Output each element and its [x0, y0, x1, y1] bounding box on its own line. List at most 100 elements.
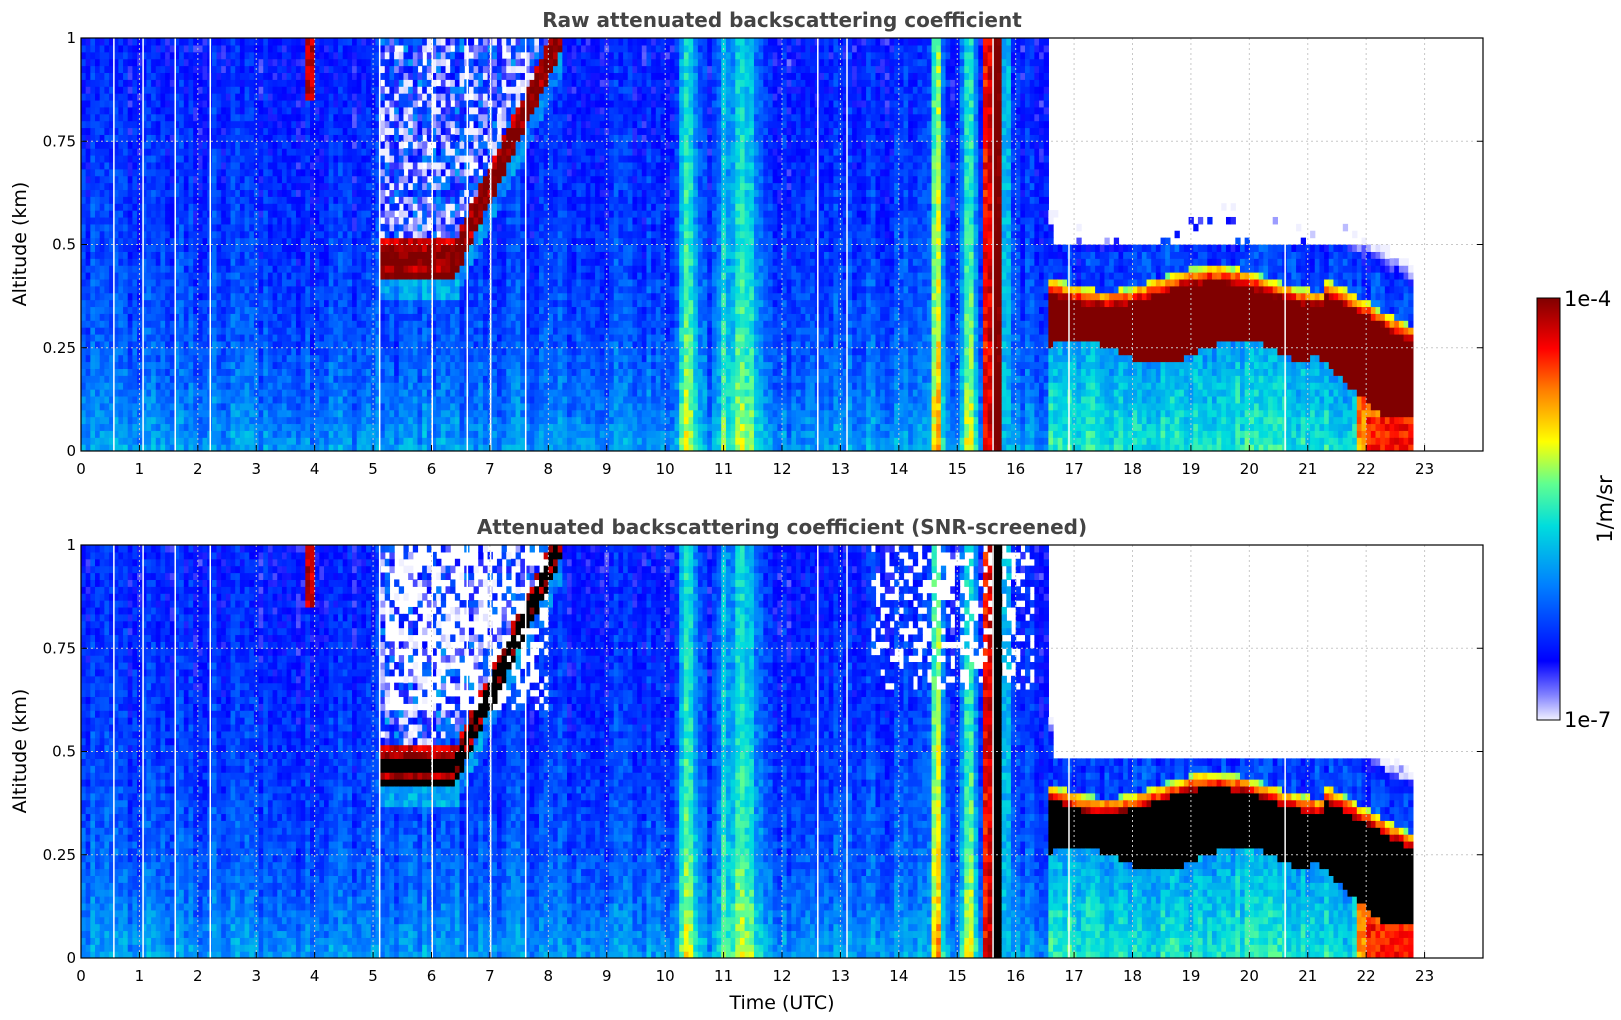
heatmap-cell — [403, 423, 409, 431]
heatmap-cell — [225, 113, 232, 122]
heatmap-cell — [277, 93, 283, 101]
heatmap-cell — [169, 409, 176, 418]
heatmap-cell — [85, 141, 91, 149]
heatmap-cell — [295, 99, 302, 108]
heatmap-cell — [244, 65, 250, 74]
heatmap-cell — [436, 189, 442, 197]
heatmap-cell — [468, 258, 475, 266]
heatmap-cell — [132, 320, 138, 328]
heatmap-cell — [165, 320, 171, 328]
heatmap-cell — [468, 416, 475, 425]
heatmap-cell — [221, 182, 227, 191]
heatmap-cell — [225, 265, 232, 273]
heatmap-cell — [300, 99, 306, 108]
panel-raw: Raw attenuated backscattering coefficien… — [9, 8, 1484, 478]
heatmap-cell — [450, 285, 456, 294]
heatmap-cell — [155, 182, 162, 191]
heatmap-cell — [272, 368, 278, 376]
heatmap-cell — [85, 409, 91, 418]
heatmap-cell — [197, 175, 204, 184]
heatmap-cell — [239, 333, 246, 342]
heatmap-cell — [384, 93, 391, 101]
heatmap-cell — [263, 127, 269, 135]
heatmap-cell — [394, 148, 400, 156]
heatmap-cell — [216, 389, 222, 397]
heatmap-cell — [309, 327, 316, 335]
heatmap-cell — [333, 161, 339, 170]
heatmap-cell — [230, 340, 236, 349]
heatmap-cell — [450, 430, 456, 438]
heatmap-cell — [281, 237, 288, 246]
heatmap-cell — [403, 375, 409, 383]
heatmap-cell — [141, 368, 148, 376]
heatmap-cell — [333, 93, 339, 101]
heatmap-cell — [445, 155, 451, 163]
heatmap-cell — [221, 347, 227, 356]
heatmap-cell — [160, 106, 166, 115]
heatmap-cell — [328, 38, 334, 46]
heatmap-cell — [394, 444, 400, 451]
heatmap-cell — [230, 347, 236, 356]
heatmap-cell — [113, 155, 119, 163]
heatmap-cell — [305, 437, 311, 445]
heatmap-cell — [366, 389, 372, 397]
heatmap-cell — [342, 44, 348, 53]
heatmap-cell — [389, 313, 395, 321]
heatmap-cell — [221, 51, 227, 60]
heatmap-cell — [277, 44, 283, 53]
heatmap-cell — [291, 430, 297, 438]
heatmap-cell — [137, 196, 143, 204]
heatmap-cell — [300, 299, 306, 308]
heatmap-cell — [468, 327, 475, 335]
heatmap-cell — [352, 340, 358, 349]
heatmap-cell — [151, 395, 157, 404]
heatmap-cell — [249, 347, 255, 356]
heatmap-cell — [436, 423, 442, 431]
heatmap-cell — [398, 285, 405, 294]
heatmap-cell — [95, 437, 101, 445]
heatmap-cell — [384, 327, 391, 335]
heatmap-cell — [118, 278, 124, 287]
heatmap-cell — [160, 51, 166, 60]
heatmap-cell — [160, 299, 166, 308]
heatmap-cell — [356, 409, 362, 418]
heatmap-cell — [389, 237, 395, 246]
heatmap-cell — [445, 93, 451, 101]
heatmap-cell — [109, 395, 115, 404]
heatmap-cell — [174, 444, 180, 451]
heatmap-cell — [244, 196, 250, 204]
heatmap-cell — [211, 361, 218, 369]
heatmap-cell — [342, 65, 348, 74]
heatmap-cell — [412, 223, 419, 232]
heatmap-cell — [380, 106, 386, 115]
heatmap-cell — [113, 99, 119, 108]
heatmap-cell — [417, 148, 423, 156]
heatmap-cell — [95, 423, 101, 431]
heatmap-cell — [151, 182, 157, 191]
heatmap-cell — [244, 251, 250, 259]
heatmap-cell — [211, 244, 218, 252]
heatmap-cell — [300, 306, 306, 314]
heatmap-cell — [183, 444, 190, 451]
heatmap-cell — [95, 272, 101, 280]
heatmap-cell — [352, 44, 358, 53]
heatmap-cell — [281, 368, 288, 376]
heatmap-cell — [319, 175, 325, 184]
heatmap-cell — [160, 230, 166, 239]
heatmap-cell — [109, 203, 115, 211]
heatmap-cell — [95, 51, 101, 60]
heatmap-cell — [291, 203, 297, 211]
heatmap-cell — [403, 120, 409, 129]
heatmap-cell — [384, 347, 391, 356]
heatmap-cell — [309, 79, 316, 87]
heatmap-cell — [104, 58, 110, 67]
heatmap-cell — [272, 155, 278, 163]
heatmap-cell — [146, 444, 152, 451]
heatmap-cell — [277, 340, 283, 349]
heatmap-cell — [104, 237, 110, 246]
heatmap-cell — [123, 58, 129, 67]
heatmap-cell — [239, 210, 246, 218]
heatmap-cell — [202, 51, 208, 60]
heatmap-cell — [366, 423, 372, 431]
heatmap-cell — [324, 333, 330, 342]
